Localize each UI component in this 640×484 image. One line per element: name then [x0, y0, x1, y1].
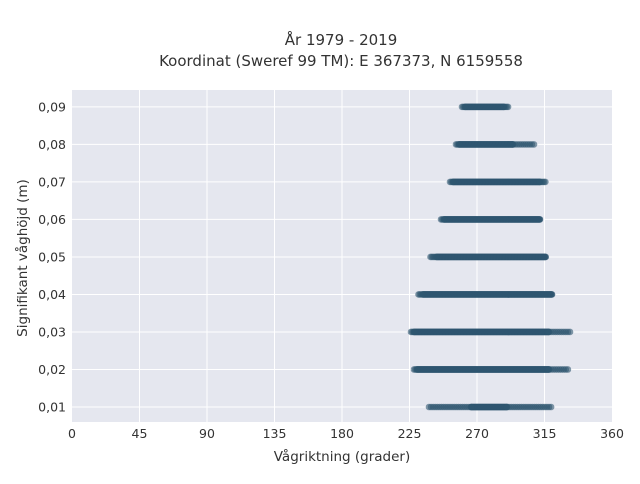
y-tick-label: 0,04	[38, 287, 66, 302]
x-tick-label: 135	[263, 426, 287, 441]
data-points	[407, 103, 574, 411]
x-tick-label: 270	[465, 426, 489, 441]
data-point	[566, 328, 574, 336]
x-tick-label: 45	[132, 426, 148, 441]
data-point	[504, 103, 512, 111]
y-tick-label: 0,05	[38, 249, 66, 264]
x-tick-label: 315	[533, 426, 557, 441]
height-band-1	[452, 141, 538, 148]
height-band-4	[427, 253, 549, 261]
y-tick-label: 0,09	[38, 99, 66, 114]
chart-title-line-1: År 1979 - 2019	[285, 30, 398, 49]
height-band-3	[437, 216, 544, 223]
data-point	[455, 141, 463, 148]
x-axis-title: Vågriktning (grader)	[274, 448, 411, 465]
y-axis-title: Signifikant våghöjd (m)	[14, 179, 31, 337]
data-point	[419, 291, 426, 298]
height-band-2	[446, 178, 549, 186]
y-tick-label: 0,07	[38, 174, 66, 189]
data-point	[467, 403, 475, 411]
height-band-7	[410, 366, 572, 373]
data-point	[440, 216, 448, 223]
y-tick-label: 0,02	[38, 362, 66, 377]
data-point	[536, 216, 544, 223]
height-band-5	[415, 291, 556, 298]
x-tick-label: 180	[330, 426, 354, 441]
chart-title-line-2: Koordinat (Sweref 99 TM): E 367373, N 61…	[159, 52, 523, 70]
x-axis-ticks: 0 45 90 135 180 225 270 315 360	[68, 426, 624, 441]
data-point	[564, 366, 572, 373]
x-tick-label: 0	[68, 426, 76, 441]
data-point	[449, 178, 457, 186]
x-tick-label: 360	[600, 426, 624, 441]
y-tick-label: 0,03	[38, 324, 66, 339]
data-point	[548, 291, 556, 298]
y-tick-label: 0,06	[38, 212, 66, 227]
height-band-0	[458, 103, 512, 111]
height-band-8	[425, 403, 555, 411]
data-point	[410, 328, 418, 336]
x-tick-label: 225	[398, 426, 422, 441]
y-tick-label: 0,08	[38, 137, 66, 152]
data-point	[432, 253, 440, 261]
data-point	[530, 141, 538, 148]
x-tick-label: 90	[199, 426, 215, 441]
data-point	[542, 178, 549, 186]
data-point	[547, 403, 555, 411]
height-band-6	[407, 328, 574, 336]
data-point	[413, 366, 421, 373]
y-axis-ticks: 0,01 0,02 0,03 0,04 0,05 0,06 0,07 0,08 0,09	[38, 99, 66, 414]
data-point	[461, 103, 469, 111]
y-tick-label: 0,01	[38, 399, 66, 414]
data-point	[542, 253, 549, 261]
